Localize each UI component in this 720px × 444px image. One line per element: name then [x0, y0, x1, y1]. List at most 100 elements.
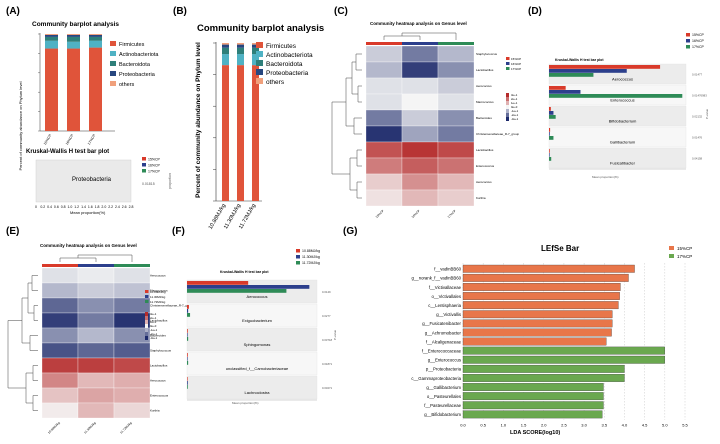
kw-bar [187, 289, 287, 293]
legend-label: 17%CP [677, 254, 692, 259]
scale-label: 0e+0 [511, 105, 518, 109]
legend-swatch [142, 157, 146, 161]
heatmap-cell [365, 189, 403, 207]
panel-label-f: (F) [172, 226, 185, 237]
x-tick-label: 17%CP [87, 133, 97, 146]
scale-swatch [506, 109, 509, 113]
x-tick-label: 1.8 [95, 205, 100, 209]
legend-swatch [686, 39, 690, 43]
lefse-taxon-label: g__Bifidobacterium [424, 412, 461, 417]
heatmap-cell [113, 372, 151, 389]
x-tick-label: 1.2 [74, 205, 79, 209]
heatmap-col-label: 17%CP [447, 209, 457, 219]
kw-bar [549, 111, 554, 115]
lefse-bar [462, 355, 665, 364]
panel-f-side: P-value [333, 330, 337, 341]
legend-label: 16%CP [148, 164, 161, 168]
lefse-taxon-label: f__vadinBB60 [434, 267, 461, 272]
panel-a-title: Community barplot analysis [32, 21, 119, 28]
lefse-bar [462, 383, 604, 391]
x-tick-label: 0.5 [480, 423, 486, 428]
kw-bar [549, 69, 627, 73]
x-tick-label: 3.0 [581, 423, 587, 428]
kw-bar [549, 94, 683, 98]
heatmap-cell [365, 125, 403, 143]
heatmap-cell [77, 282, 115, 299]
lefse-bar [462, 410, 603, 419]
heatmap-cell [77, 357, 115, 374]
group-color-bar [114, 264, 150, 267]
heatmap-cell [77, 387, 115, 404]
panel-e-dendrogram [7, 254, 133, 411]
kw-bar [549, 132, 550, 136]
heatmap-cell [437, 125, 475, 143]
heatmap-cell [401, 157, 439, 175]
panel-b-title: Community barplot analysis [197, 23, 324, 34]
x-tick-label: 2.0 [101, 205, 106, 209]
panel-f-bars: Aerococcus 0.0149 Exiguobacterium 0.0277 Sph… [186, 279, 333, 401]
legend-swatch [145, 295, 149, 298]
x-tick-label: 0.8 [61, 205, 66, 209]
panel-label-b: (B) [173, 6, 187, 17]
x-tick-label: 0.0 [460, 423, 466, 428]
legend-label: Actinobacteriota [266, 52, 313, 59]
heatmap-row-label: Bacteroides [476, 116, 492, 120]
stack-segment [237, 47, 244, 55]
lefse-bar [462, 346, 665, 355]
stack-segment [89, 36, 102, 41]
heatmap-cell [113, 312, 151, 329]
kw-bar [187, 313, 191, 317]
stack-segment [252, 44, 259, 48]
kw-category-label: Enterococcus [610, 98, 634, 103]
panel-f: (F) 10.88MJ/kg 11.30MJ/kg 11.72MJ/kg Krusk… [172, 226, 337, 405]
heatmap-cell [365, 45, 403, 63]
legend-label: 11.72MJ/kg [150, 300, 166, 304]
lefse-bar [462, 301, 619, 310]
stack-segment [67, 34, 80, 37]
panel-a-kw-ticks: 0 0.2 0.4 0.6 0.8 1.0 1.2 1.4 1.6 1.8 2.0 2.2 2.4 2.6… [35, 205, 133, 209]
legend-swatch [256, 78, 263, 84]
x-tick-label: 16%CP [65, 133, 75, 146]
legend-label: 11.30MJ/kg [302, 255, 320, 259]
stack-segment [237, 65, 244, 202]
heatmap-cell [437, 173, 475, 191]
x-tick-label: 0.2 [40, 205, 45, 209]
legend-swatch [296, 255, 300, 259]
heatmap-row-label: Lactobacillus [476, 68, 494, 72]
legend-label: 17%CP [692, 45, 705, 49]
stack-segment [222, 65, 229, 202]
panel-e: (E) Community heatmap analysis on Genus … [6, 226, 193, 435]
stack-segment [45, 36, 58, 41]
x-tick-label: 1.6 [88, 205, 93, 209]
heatmap-cell [401, 173, 439, 191]
x-tick-label: 15%CP [43, 133, 53, 146]
kw-bar [187, 377, 188, 381]
lefse-bar [462, 292, 620, 300]
stack-segment [222, 43, 229, 45]
heatmap-cell [41, 342, 79, 359]
heatmap-row-label: Aerococcus [150, 379, 166, 383]
x-tick-label: 4.5 [642, 423, 648, 428]
x-tick-label: 2.0 [541, 423, 547, 428]
heatmap-cell [437, 93, 475, 111]
legend-label: 15%CP [148, 158, 161, 162]
panel-d-bars: Aerococcus 0.01477 Enterococcus 0.01476983 B… [548, 63, 707, 170]
group-color-bar [42, 264, 78, 267]
panel-b-ylabel: Percent of community abundance on Phylum… [195, 42, 202, 198]
legend-swatch [686, 45, 690, 49]
panel-c-dendrogram [331, 32, 457, 199]
kw-pvalue: 0.01871 [322, 362, 333, 366]
x-tick-label: 1.0 [501, 423, 507, 428]
scale-swatch [145, 320, 148, 324]
scale-label: -3e+1 [150, 336, 158, 340]
kw-bar [549, 115, 556, 119]
legend-swatch [296, 249, 300, 253]
heatmap-cell [365, 61, 403, 79]
kw-bar [187, 281, 249, 285]
kw-pvalue: 0.03718 [322, 338, 333, 342]
heatmap-cell [401, 93, 439, 111]
legend-label: 11.72MJ/kg [302, 261, 320, 265]
scale-label: -2e+1 [511, 113, 519, 117]
